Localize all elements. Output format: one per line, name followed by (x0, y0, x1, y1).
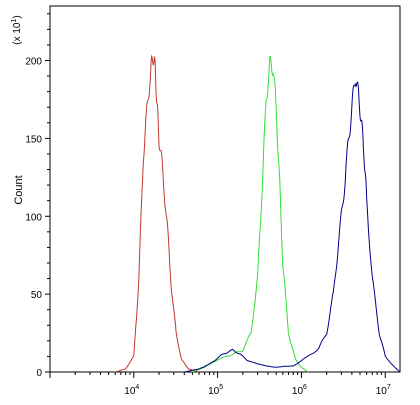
y-tick-label: 50 (31, 290, 43, 301)
y-axis-ticks: 0 50 100 150 200 (25, 13, 50, 379)
y-multiplier-close: ) (12, 15, 23, 18)
x-axis-ticks: 104 105 106 107 (49, 372, 391, 397)
y-tick-label: 100 (25, 212, 42, 223)
y-axis-label: Count (13, 175, 25, 204)
plot-frame (49, 5, 401, 373)
x-tick-label: 107 (376, 384, 391, 397)
series-lines (115, 54, 401, 373)
x-tick-label: 106 (292, 384, 307, 397)
histogram-series-line (115, 54, 200, 373)
y-tick-label: 200 (25, 57, 42, 68)
x-tick-label: 105 (208, 384, 223, 397)
histogram-series-line (192, 55, 309, 373)
y-multiplier-label: (x 101) (11, 15, 23, 44)
y-multiplier-exponent: 1 (11, 19, 18, 23)
y-tick-label: 0 (36, 368, 42, 379)
x-tick-label: 104 (124, 384, 139, 397)
y-tick-label: 150 (25, 134, 42, 145)
y-multiplier-text: (x 10 (12, 22, 23, 45)
svg-text:(x 101): (x 101) (11, 15, 23, 44)
histogram-series-line (184, 81, 401, 373)
